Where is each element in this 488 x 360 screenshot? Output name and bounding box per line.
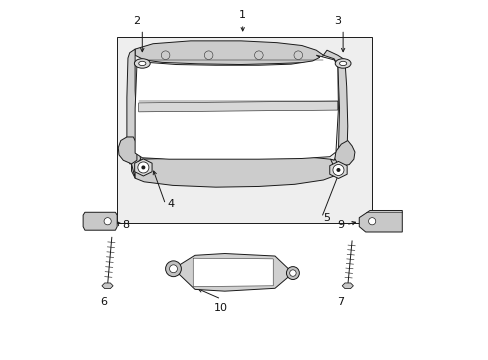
Circle shape (293, 51, 302, 59)
Polygon shape (193, 258, 273, 287)
Ellipse shape (335, 59, 350, 68)
Polygon shape (173, 253, 292, 291)
Polygon shape (131, 157, 344, 187)
Text: 4: 4 (167, 199, 174, 210)
Text: 8: 8 (122, 220, 129, 230)
Ellipse shape (139, 61, 145, 66)
Text: 10: 10 (214, 303, 228, 312)
Text: 2: 2 (133, 16, 140, 26)
Polygon shape (102, 283, 113, 289)
Text: 7: 7 (336, 297, 344, 307)
Text: 1: 1 (239, 10, 245, 21)
Circle shape (336, 168, 340, 172)
Circle shape (368, 218, 375, 225)
Polygon shape (334, 140, 354, 166)
Polygon shape (134, 159, 152, 176)
Circle shape (165, 261, 181, 276)
Circle shape (141, 166, 145, 170)
Polygon shape (83, 212, 117, 230)
Text: 5: 5 (323, 213, 330, 222)
Circle shape (289, 270, 296, 276)
Circle shape (104, 218, 111, 225)
Ellipse shape (339, 61, 346, 66)
Polygon shape (329, 161, 346, 179)
Polygon shape (135, 55, 338, 159)
Circle shape (169, 265, 177, 273)
Circle shape (332, 165, 343, 175)
Polygon shape (359, 211, 402, 232)
Polygon shape (323, 50, 347, 175)
Text: 6: 6 (100, 297, 107, 307)
Text: 3: 3 (334, 16, 341, 26)
Ellipse shape (134, 59, 150, 68)
Circle shape (254, 51, 263, 59)
Polygon shape (342, 283, 353, 289)
Circle shape (138, 162, 148, 173)
Circle shape (204, 51, 212, 59)
Polygon shape (135, 41, 323, 64)
Polygon shape (139, 101, 337, 112)
Circle shape (161, 51, 169, 59)
Polygon shape (126, 49, 140, 178)
Bar (117, 37, 371, 223)
Text: 9: 9 (336, 220, 344, 230)
Circle shape (286, 267, 299, 279)
Polygon shape (118, 137, 137, 164)
